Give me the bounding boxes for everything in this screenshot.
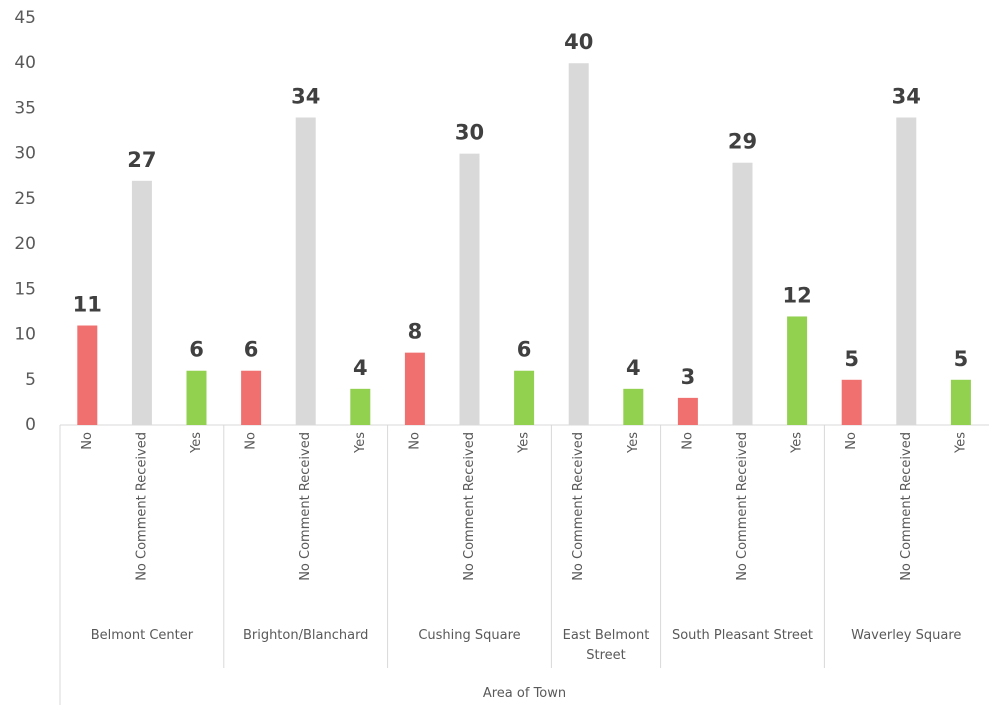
data-label: 34 [892,84,921,108]
group-label: Cushing Square [418,628,521,643]
y-tick-label: 40 [14,53,36,73]
bar [295,117,316,425]
y-tick-label: 25 [14,189,36,209]
y-tick-label: 0 [25,415,36,435]
group-label: East Belmont Street [562,628,650,663]
bar [896,117,917,425]
bar [131,180,152,425]
data-label: 4 [353,356,368,380]
data-label: 27 [127,148,156,172]
x-tick-label: No [844,432,859,450]
bar [677,397,698,425]
x-tick-label: No Comment Received [571,432,586,581]
y-tick-label: 20 [14,234,36,254]
y-tick-label: 15 [14,279,36,299]
x-tick-label: No Comment Received [462,432,477,581]
data-label: 11 [73,293,102,317]
bar [350,388,371,425]
bar [732,162,753,425]
bar [568,63,589,425]
x-tick-label: Yes [790,432,805,454]
group-label: Waverley Square [851,628,962,643]
x-tick-label: Yes [517,432,532,454]
data-label: 29 [728,130,757,154]
bar [841,379,862,425]
x-tick-label: Yes [353,432,368,454]
data-label: 8 [408,320,423,344]
bar [186,370,207,425]
data-label: 6 [189,338,204,362]
data-label: 12 [782,283,811,307]
data-label: 4 [626,356,641,380]
x-tick-label: Yes [189,432,204,454]
bar [77,325,98,425]
y-tick-label: 5 [25,370,36,390]
data-label: 34 [291,84,320,108]
x-tick-label: No Comment Received [735,432,750,581]
data-label: 5 [954,347,969,371]
data-label: 6 [244,338,259,362]
data-label: 3 [681,365,696,389]
bar [459,153,480,425]
bar [787,316,808,425]
data-label: 6 [517,338,532,362]
x-tick-label: No [680,432,695,450]
x-tick-label: No [80,432,95,450]
bar [241,370,262,425]
bar [404,352,425,425]
x-tick-label: Yes [953,432,968,454]
x-axis-title: Area of Town [482,686,567,701]
x-tick-label: Yes [626,432,641,454]
x-tick-label: No Comment Received [134,432,149,581]
x-tick-label: No [244,432,259,450]
data-label: 30 [455,121,484,145]
y-tick-label: 45 [14,8,36,28]
group-label: Belmont Center [90,628,194,643]
bar [514,370,535,425]
x-tick-label: No Comment Received [899,432,914,581]
y-tick-label: 30 [14,144,36,164]
y-tick-label: 10 [14,325,36,345]
x-tick-label: No Comment Received [298,432,313,581]
bar [950,379,971,425]
x-tick-label: No [407,432,422,450]
bar [623,388,644,425]
group-label: South Pleasant Street [671,628,814,643]
data-label: 40 [564,30,593,54]
data-label: 5 [844,347,859,371]
group-label: Brighton/Blanchard [242,628,369,643]
y-tick-label: 35 [14,98,36,118]
